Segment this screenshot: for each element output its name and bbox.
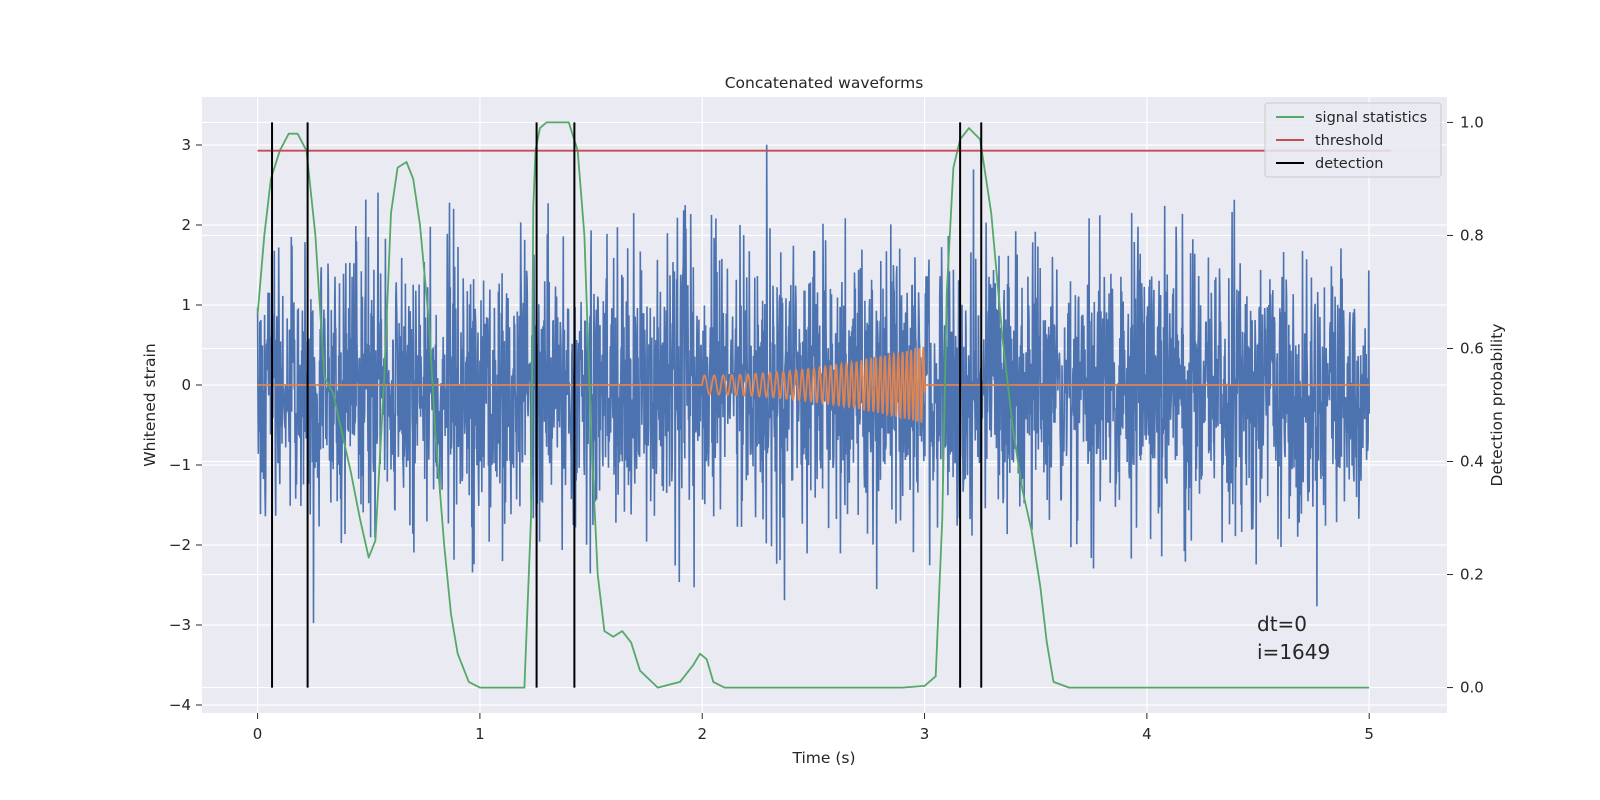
injection-chirp-line [257, 346, 1370, 423]
y2-tick-label: 1.0 [1460, 113, 1484, 131]
x-tick-label: 3 [920, 725, 930, 743]
x-tick-label: 4 [1142, 725, 1152, 743]
y2-tick-label: 0.8 [1460, 226, 1484, 244]
y2-axis-label: Detection probability [1488, 324, 1506, 487]
y-tick-label: 2 [181, 216, 191, 234]
y2-tick-label: 0.0 [1460, 679, 1484, 697]
y-tick-label: −3 [169, 616, 191, 634]
strain-noise-line [256, 144, 1370, 624]
annotation-dt: dt=0 [1257, 612, 1307, 636]
y2-tick-label: 0.4 [1460, 453, 1484, 471]
detection-lines [271, 122, 983, 688]
x-tick-label: 5 [1364, 725, 1374, 743]
legend-label-detection: detection [1315, 156, 1383, 172]
legend-box [1264, 102, 1442, 178]
signal-statistics-line [256, 121, 1370, 689]
annotation-i: i=1649 [1257, 640, 1330, 664]
y-tick-label: −2 [169, 536, 191, 554]
y-tick-label: −4 [169, 696, 191, 714]
legend-label-threshold: threshold [1315, 133, 1383, 149]
y-tick-label: 0 [181, 376, 191, 394]
y-tick-label: 1 [181, 296, 191, 314]
y-tick-label: −1 [169, 456, 191, 474]
x-axis-ticks: 0 1 2 3 4 5 [253, 713, 1374, 743]
y-axis-label: Whitened strain [141, 343, 159, 466]
legend: signal statistics threshold detection [1264, 102, 1442, 178]
injection-chirp-series [257, 346, 1370, 423]
x-tick-label: 2 [697, 725, 707, 743]
x-axis-label: Time (s) [791, 749, 855, 767]
y-tick-label: 3 [181, 136, 191, 154]
x-tick-label: 0 [253, 725, 263, 743]
x-tick-label: 1 [475, 725, 485, 743]
chart-title: Concatenated waveforms [725, 74, 924, 92]
y2-axis-ticks: 0.0 0.2 0.4 0.6 0.8 1.0 [1447, 113, 1484, 697]
y2-tick-label: 0.6 [1460, 339, 1484, 357]
signal-statistics-series [256, 121, 1370, 689]
legend-label-signal-statistics: signal statistics [1315, 110, 1427, 126]
y2-tick-label: 0.2 [1460, 566, 1484, 584]
y-axis-ticks: −4 −3 −2 −1 0 1 2 3 [169, 136, 202, 714]
strain-noise-series [256, 144, 1370, 624]
